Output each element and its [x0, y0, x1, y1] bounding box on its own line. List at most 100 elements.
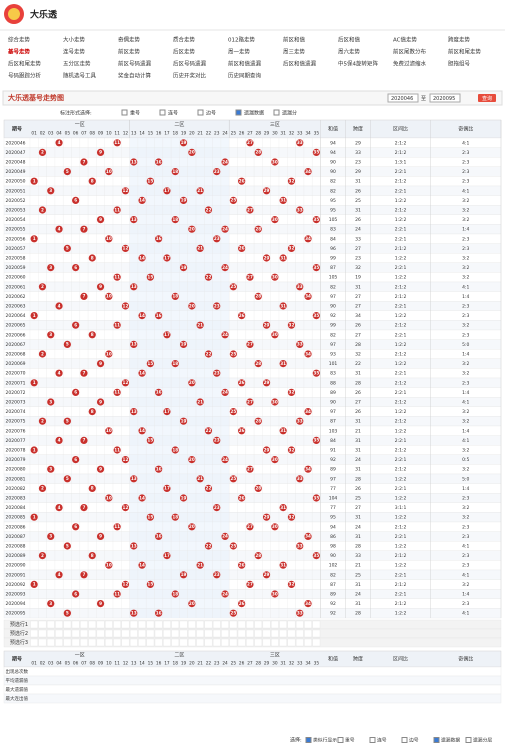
preselect-cell[interactable]	[154, 629, 163, 638]
nav-link[interactable]: 胆拖组号	[448, 60, 471, 68]
preselect-cell[interactable]	[196, 620, 204, 629]
preselect-cell[interactable]	[254, 620, 263, 629]
preselect-cell[interactable]	[287, 638, 296, 647]
nav-link[interactable]: 后区号码遗漏	[173, 60, 207, 68]
preselect-cell[interactable]	[179, 620, 188, 629]
preselect-cell[interactable]	[63, 638, 72, 647]
nav-link[interactable]: 后区和值遗漏	[283, 60, 317, 68]
preselect-cell[interactable]	[171, 638, 180, 647]
preselect-cell[interactable]	[121, 638, 130, 647]
preselect-cell[interactable]	[229, 629, 238, 638]
preselect-cell[interactable]	[204, 638, 213, 647]
checkbox[interactable]	[305, 737, 312, 743]
checkbox[interactable]	[197, 109, 204, 116]
checkbox[interactable]	[159, 109, 166, 116]
nav-link[interactable]: 前区和值遗漏	[228, 60, 262, 68]
preselect-cell[interactable]	[237, 620, 246, 629]
preselect-cell[interactable]	[237, 638, 246, 647]
preselect-cell[interactable]	[88, 638, 97, 647]
preselect-cell[interactable]	[262, 629, 271, 638]
preselect-cell[interactable]	[63, 620, 72, 629]
preselect-cell[interactable]	[138, 638, 146, 647]
preselect-cell[interactable]	[212, 638, 221, 647]
preselect-cell[interactable]	[38, 620, 47, 629]
input[interactable]	[429, 93, 461, 103]
preselect-cell[interactable]	[30, 638, 38, 647]
preselect-cell[interactable]	[287, 629, 296, 638]
preselect-cell[interactable]	[163, 620, 171, 629]
preselect-cell[interactable]	[262, 620, 271, 629]
preselect-cell[interactable]	[196, 638, 204, 647]
preselect-cell[interactable]	[55, 638, 63, 647]
preselect-cell[interactable]	[71, 620, 80, 629]
preselect-cell[interactable]	[80, 629, 88, 638]
preselect-cell[interactable]	[279, 629, 287, 638]
preselect-cell[interactable]	[246, 620, 254, 629]
preselect-cell[interactable]	[46, 638, 55, 647]
preselect-cell[interactable]	[105, 620, 113, 629]
preselect-cell[interactable]	[188, 638, 196, 647]
nav-link[interactable]: 前区走势	[118, 48, 141, 56]
preselect-cell[interactable]	[221, 629, 229, 638]
nav-link[interactable]: 大小走势	[63, 36, 86, 44]
checkbox[interactable]	[235, 109, 242, 116]
preselect-cell[interactable]	[212, 629, 221, 638]
nav-link[interactable]: 奇偶走势	[118, 36, 141, 44]
preselect-cell[interactable]	[312, 629, 321, 638]
preselect-cell[interactable]	[113, 629, 121, 638]
nav-link[interactable]: 前区和尾走势	[448, 48, 482, 56]
preselect-cell[interactable]	[38, 638, 47, 647]
preselect-cell[interactable]	[196, 629, 204, 638]
preselect-cell[interactable]	[246, 638, 254, 647]
preselect-cell[interactable]	[229, 638, 238, 647]
checkbox[interactable]	[433, 737, 440, 743]
preselect-cell[interactable]	[279, 638, 287, 647]
preselect-cell[interactable]	[271, 638, 279, 647]
nav-link[interactable]: 012路走势	[228, 36, 255, 44]
nav-link[interactable]: 周一走势	[228, 48, 251, 56]
checkbox[interactable]	[369, 737, 376, 743]
preselect-cell[interactable]	[312, 620, 321, 629]
preselect-cell[interactable]	[88, 629, 97, 638]
preselect-cell[interactable]	[287, 620, 296, 629]
checkbox[interactable]	[273, 109, 280, 116]
nav-link[interactable]: 跨度走势	[448, 36, 471, 44]
preselect-cell[interactable]	[304, 620, 312, 629]
preselect-cell[interactable]	[221, 620, 229, 629]
preselect-cell[interactable]	[30, 629, 38, 638]
preselect-cell[interactable]	[229, 620, 238, 629]
preselect-cell[interactable]	[295, 620, 304, 629]
preselect-cell[interactable]	[154, 638, 163, 647]
nav-link[interactable]: 五分区走势	[63, 60, 91, 68]
preselect-cell[interactable]	[179, 629, 188, 638]
preselect-cell[interactable]	[105, 638, 113, 647]
preselect-cell[interactable]	[179, 638, 188, 647]
nav-link[interactable]: 前区尾数分布	[393, 48, 427, 56]
checkbox[interactable]	[401, 737, 408, 743]
preselect-cell[interactable]	[295, 638, 304, 647]
preselect-cell[interactable]	[221, 638, 229, 647]
preselect-cell[interactable]	[113, 638, 121, 647]
nav-link[interactable]: 后区走势	[173, 48, 196, 56]
nav-link[interactable]: 号码跟踪分析	[8, 72, 42, 80]
nav-link[interactable]: 基号走势	[7, 48, 31, 56]
nav-link[interactable]: 周三走势	[283, 48, 306, 56]
preselect-cell[interactable]	[105, 629, 113, 638]
nav-link[interactable]: 历史同期查询	[228, 72, 262, 80]
nav-link[interactable]: 质合走势	[173, 36, 196, 44]
nav-link[interactable]: 中5保4旋转矩阵	[338, 60, 378, 68]
input[interactable]	[387, 93, 419, 103]
checkbox[interactable]	[121, 109, 128, 116]
preselect-cell[interactable]	[246, 629, 254, 638]
preselect-cell[interactable]	[146, 620, 155, 629]
preselect-cell[interactable]	[171, 629, 180, 638]
preselect-cell[interactable]	[254, 638, 263, 647]
preselect-cell[interactable]	[188, 620, 196, 629]
preselect-cell[interactable]	[204, 620, 213, 629]
preselect-cell[interactable]	[88, 620, 97, 629]
preselect-cell[interactable]	[171, 620, 180, 629]
preselect-cell[interactable]	[254, 629, 263, 638]
nav-link[interactable]: 随机选号工具	[63, 72, 97, 80]
nav-link[interactable]: 历史开奖对比	[173, 72, 207, 80]
preselect-cell[interactable]	[188, 629, 196, 638]
